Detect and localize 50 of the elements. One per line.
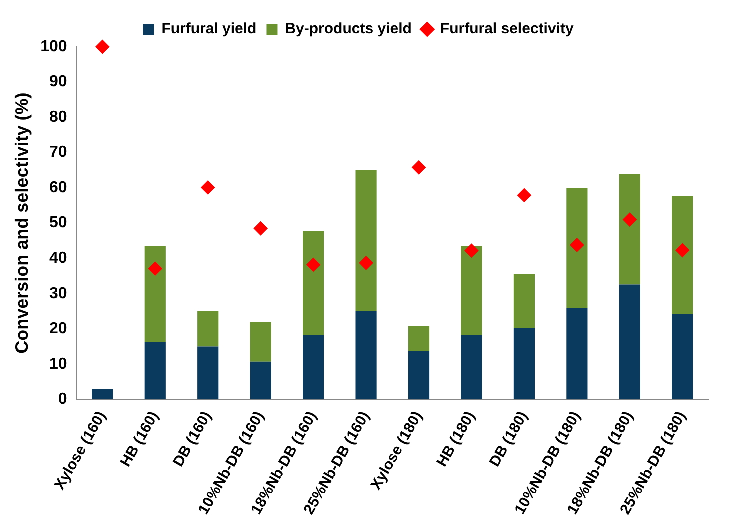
bar xyxy=(672,196,694,314)
bar xyxy=(408,351,430,400)
y-tick-label: 50 xyxy=(50,214,68,232)
y-axis-title: Conversion and selectivity (%) xyxy=(12,92,32,354)
legend-label: Furfural yield xyxy=(162,20,257,38)
y-tick-label: 90 xyxy=(50,74,68,91)
point xyxy=(201,180,216,195)
bar xyxy=(92,389,114,400)
y-tick-label: 20 xyxy=(50,320,68,338)
bar xyxy=(250,362,272,400)
bar xyxy=(303,231,324,336)
bar xyxy=(619,174,640,285)
bar xyxy=(198,311,219,347)
bar xyxy=(408,326,430,352)
bar xyxy=(672,314,694,400)
point xyxy=(359,256,374,270)
point xyxy=(517,188,532,202)
bar xyxy=(356,311,377,400)
bar xyxy=(144,246,166,343)
legend-label: Furfural selectivity xyxy=(440,20,574,38)
bar xyxy=(356,170,377,312)
point xyxy=(676,243,690,258)
point xyxy=(306,258,321,272)
point xyxy=(464,244,479,258)
y-tick-label: 80 xyxy=(50,108,68,126)
bar xyxy=(198,346,219,400)
bar xyxy=(250,322,272,362)
point xyxy=(148,262,162,276)
y-tick-label: 10 xyxy=(50,356,68,373)
y-tick-label: 70 xyxy=(50,144,68,162)
y-tick-label: 100 xyxy=(40,38,68,56)
y-tick-label: 30 xyxy=(50,285,68,302)
bar xyxy=(619,284,640,400)
point xyxy=(570,238,584,252)
bar xyxy=(303,335,324,400)
y-tick-label: 40 xyxy=(50,250,68,268)
point xyxy=(254,222,268,236)
bar xyxy=(461,246,482,336)
y-tick-label: 0 xyxy=(58,391,68,408)
bar xyxy=(461,335,482,400)
point xyxy=(96,40,110,54)
bar xyxy=(566,188,588,308)
bar xyxy=(144,342,166,400)
y-tick-label: 60 xyxy=(50,179,68,196)
legend-label: By-products yield xyxy=(285,20,412,38)
point xyxy=(412,160,426,175)
bar xyxy=(514,328,536,400)
bar xyxy=(514,274,536,328)
point xyxy=(622,212,637,227)
bar xyxy=(566,308,588,400)
